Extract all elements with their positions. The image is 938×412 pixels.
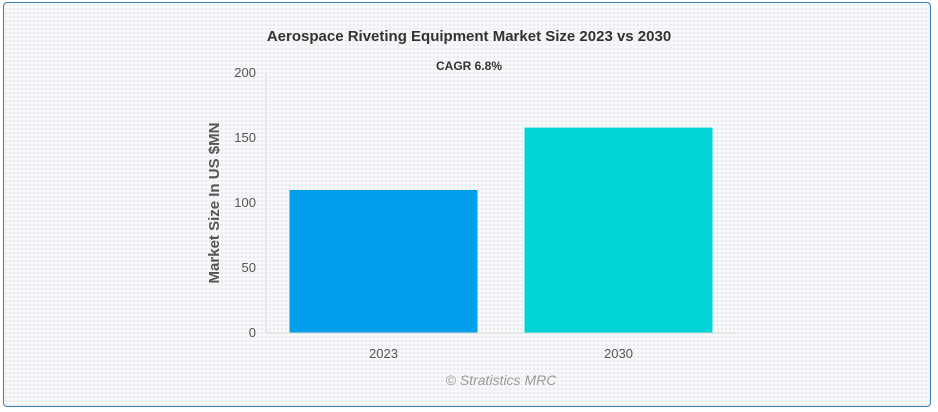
chart-subtitle: CAGR 6.8% — [436, 59, 502, 73]
chart-title: Aerospace Riveting Equipment Market Size… — [267, 28, 671, 45]
bars — [289, 127, 713, 333]
y-tick-label: 0 — [249, 325, 256, 340]
bar-2030[interactable] — [524, 127, 713, 333]
y-tick-label: 150 — [234, 130, 256, 145]
y-axis-label: Market Size In US $MN — [206, 123, 223, 284]
bar-2023[interactable] — [289, 190, 478, 333]
x-tick-label: 2023 — [369, 346, 398, 361]
y-tick-label: 100 — [234, 195, 256, 210]
y-tick-label: 50 — [242, 260, 256, 275]
y-tick-label: 200 — [234, 65, 256, 80]
credit-text: © Stratistics MRC — [446, 372, 558, 388]
x-axis: 2023 2030 — [266, 332, 736, 361]
x-tick-label: 2030 — [604, 346, 633, 361]
y-axis: 0 50 100 150 200 — [234, 65, 267, 340]
